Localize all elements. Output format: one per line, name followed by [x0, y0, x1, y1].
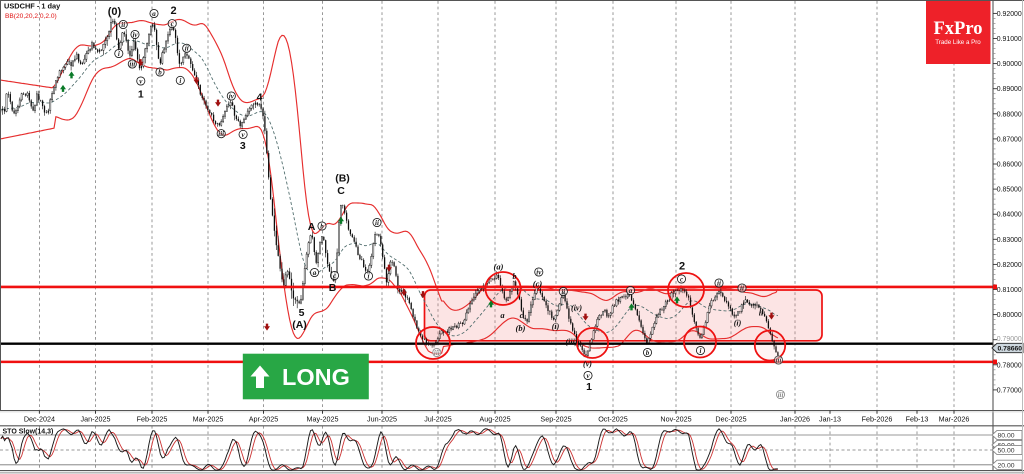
svg-text:Feb-2025: Feb-2025 [137, 415, 168, 424]
svg-text:c: c [680, 275, 683, 283]
svg-text:iv: iv [536, 268, 542, 276]
svg-text:Feb-13: Feb-13 [906, 415, 929, 424]
svg-text:iv: iv [132, 31, 138, 39]
svg-text:(B): (B) [335, 172, 350, 184]
svg-text:a: a [629, 287, 633, 295]
svg-text:Jul-2025: Jul-2025 [424, 415, 452, 424]
svg-text:c: c [333, 272, 336, 280]
svg-text:0.79000: 0.79000 [997, 336, 1022, 343]
svg-text:Dec-2025: Dec-2025 [715, 415, 746, 424]
svg-text:0.78660: 0.78660 [998, 346, 1023, 353]
svg-text:i: i [118, 50, 120, 58]
svg-text:2: 2 [679, 261, 685, 273]
svg-text:a: a [152, 10, 156, 18]
svg-text:(iii): (iii) [566, 337, 578, 346]
svg-text:STO Slow(14,3): STO Slow(14,3) [3, 429, 54, 436]
svg-text:b: b [513, 272, 517, 281]
svg-text:(i): (i) [734, 318, 742, 327]
svg-text:ii: ii [717, 279, 721, 287]
svg-text:(c): (c) [533, 279, 543, 289]
svg-text:c: c [171, 20, 174, 28]
svg-text:0.87000: 0.87000 [997, 136, 1022, 143]
svg-text:0.84000: 0.84000 [997, 212, 1022, 219]
svg-text:i: i [700, 347, 702, 355]
svg-text:iii: iii [776, 356, 782, 364]
svg-text:(v): (v) [583, 359, 592, 368]
svg-text:a: a [313, 269, 317, 277]
svg-text:USDCHF - 1 day: USDCHF - 1 day [4, 2, 61, 11]
svg-text:ii: ii [375, 219, 379, 227]
svg-text:1: 1 [138, 88, 144, 100]
svg-text:Apr-2025: Apr-2025 [249, 415, 279, 424]
svg-text:i: i [368, 272, 370, 280]
svg-text:0.77000: 0.77000 [997, 387, 1022, 394]
svg-text:Jan-2026: Jan-2026 [780, 415, 810, 424]
svg-text:BB(20,20,2.0,2.0): BB(20,20,2.0,2.0) [5, 13, 57, 20]
svg-text:1: 1 [586, 381, 592, 393]
svg-text:Nov-2025: Nov-2025 [660, 415, 691, 424]
svg-text:0.90000: 0.90000 [997, 61, 1022, 68]
svg-text:0.80000: 0.80000 [997, 312, 1022, 319]
svg-text:(i): (i) [552, 322, 560, 331]
svg-text:LONG: LONG [282, 364, 350, 390]
svg-text:A: A [308, 221, 316, 233]
svg-text:May-2025: May-2025 [307, 415, 339, 424]
svg-text:0.89000: 0.89000 [997, 86, 1022, 93]
svg-text:20.00: 20.00 [998, 462, 1015, 469]
svg-text:b: b [646, 349, 650, 357]
svg-text:0.91000: 0.91000 [997, 36, 1022, 43]
svg-text:Dec-2024: Dec-2024 [24, 415, 55, 424]
svg-text:(0): (0) [108, 6, 122, 18]
svg-text:ii: ii [185, 45, 189, 53]
svg-text:Mar-2025: Mar-2025 [193, 415, 224, 424]
svg-text:0.86000: 0.86000 [997, 162, 1022, 169]
svg-text:0.78000: 0.78000 [997, 362, 1022, 369]
svg-text:0.82000: 0.82000 [997, 262, 1022, 269]
svg-text:Jun-2025: Jun-2025 [367, 415, 397, 424]
svg-text:iii: iii [218, 130, 224, 138]
svg-text:iv: iv [229, 92, 235, 100]
svg-text:i: i [179, 77, 181, 85]
svg-text:0.83000: 0.83000 [997, 237, 1022, 244]
svg-text:Aug-2025: Aug-2025 [479, 415, 510, 424]
svg-text:Jan-13: Jan-13 [819, 415, 841, 424]
svg-text:(A): (A) [292, 319, 307, 331]
svg-text:iii: iii [778, 391, 784, 399]
svg-text:Trade Like a Pro: Trade Like a Pro [935, 39, 981, 46]
svg-text:Sep-2025: Sep-2025 [540, 415, 571, 424]
svg-text:50.00: 50.00 [998, 448, 1015, 455]
svg-text:a: a [500, 310, 505, 320]
svg-text:v: v [139, 77, 143, 85]
svg-text:B: B [329, 282, 337, 294]
svg-text:0.88000: 0.88000 [997, 111, 1022, 118]
svg-text:Jan-2025: Jan-2025 [81, 415, 111, 424]
svg-text:5: 5 [299, 307, 305, 319]
svg-text:4: 4 [257, 91, 263, 103]
svg-text:v: v [586, 372, 590, 380]
svg-text:80.00: 80.00 [998, 433, 1015, 440]
svg-text:(a): (a) [494, 262, 504, 272]
svg-text:FxPro: FxPro [934, 19, 983, 39]
svg-text:ii: ii [740, 284, 744, 292]
svg-text:(b): (b) [516, 323, 526, 333]
svg-text:(iv): (iv) [571, 303, 582, 312]
svg-text:b: b [158, 68, 162, 76]
svg-text:ii: ii [561, 288, 565, 296]
svg-text:iii: iii [434, 349, 440, 357]
svg-text:C: C [337, 185, 345, 197]
svg-text:ii: ii [121, 21, 125, 29]
svg-text:2: 2 [171, 5, 177, 17]
svg-text:0.92000: 0.92000 [997, 11, 1022, 18]
svg-text:v: v [242, 131, 246, 139]
svg-text:Mar-2026: Mar-2026 [939, 415, 970, 424]
svg-text:0.81000: 0.81000 [997, 287, 1022, 294]
svg-text:0.85000: 0.85000 [997, 187, 1022, 194]
svg-text:3: 3 [240, 140, 246, 152]
svg-text:Oct-2025: Oct-2025 [598, 415, 628, 424]
svg-text:iii: iii [129, 60, 135, 68]
svg-text:ii: ii [759, 308, 764, 317]
svg-text:b: b [320, 222, 324, 230]
svg-text:Feb-2026: Feb-2026 [862, 415, 893, 424]
svg-text:c: c [520, 310, 524, 320]
